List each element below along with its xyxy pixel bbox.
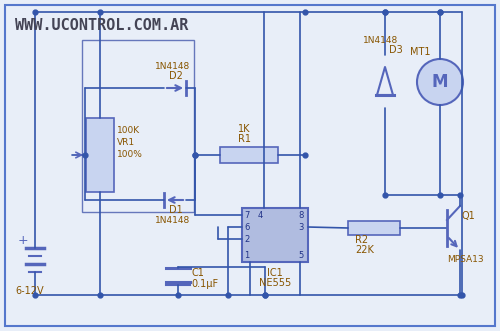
Text: M: M	[432, 73, 448, 91]
Circle shape	[417, 59, 463, 105]
Text: 1K: 1K	[238, 124, 250, 134]
Text: 5: 5	[298, 252, 303, 260]
Text: 1N4148: 1N4148	[363, 35, 398, 44]
Text: 6-12V: 6-12V	[15, 286, 44, 296]
Bar	[242, 208, 308, 262]
Text: 0.1μF: 0.1μF	[191, 279, 218, 289]
Text: Q1: Q1	[462, 211, 475, 221]
Text: 22K: 22K	[355, 245, 374, 255]
Text: R2: R2	[355, 235, 368, 245]
Text: VR1: VR1	[117, 137, 135, 147]
Bar	[348, 221, 400, 235]
Text: IC1: IC1	[267, 268, 283, 278]
Text: MT1: MT1	[410, 47, 430, 57]
Text: D3: D3	[389, 45, 402, 55]
Text: 6: 6	[244, 222, 250, 231]
Text: 1: 1	[244, 252, 249, 260]
Text: NE555: NE555	[259, 278, 291, 288]
Text: 1N4148: 1N4148	[155, 62, 190, 71]
Text: 7: 7	[244, 211, 250, 219]
Text: WWW.UCONTROL.COM.AR: WWW.UCONTROL.COM.AR	[15, 18, 188, 33]
Text: 100K: 100K	[117, 125, 140, 134]
Text: +: +	[18, 233, 28, 247]
Bar	[220, 147, 278, 163]
Bar	[86, 118, 114, 192]
Text: D2: D2	[169, 71, 183, 81]
Text: C1: C1	[191, 268, 204, 278]
Text: 1N4148: 1N4148	[155, 215, 190, 224]
Text: MPSA13: MPSA13	[447, 256, 484, 264]
Text: 100%: 100%	[117, 150, 143, 159]
Text: D1: D1	[169, 205, 183, 215]
Text: 8: 8	[298, 211, 304, 219]
Bar	[82, 40, 194, 212]
Text: R1: R1	[238, 134, 251, 144]
Text: 2: 2	[244, 234, 249, 244]
Text: 3: 3	[298, 222, 304, 231]
Text: 4: 4	[258, 211, 263, 219]
